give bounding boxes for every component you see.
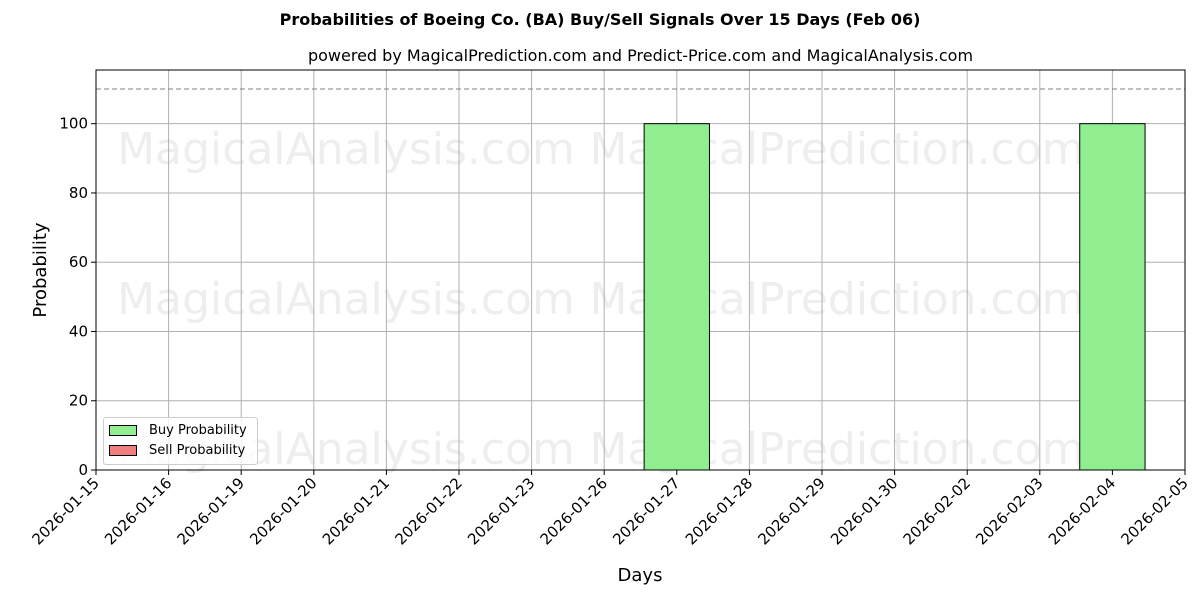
y-tick-label: 0 (78, 461, 88, 479)
x-tick-label: 2026-01-30 (827, 474, 901, 548)
y-tick-label: 80 (69, 184, 88, 202)
x-tick-label: 2026-02-03 (972, 474, 1046, 548)
watermark-text: MagicalAnalysis.com (117, 124, 575, 175)
x-tick-label: 2026-01-19 (174, 474, 248, 548)
y-tick-label: 60 (69, 253, 88, 271)
legend-label-buy: Buy Probability (149, 422, 247, 438)
x-axis-label: Days (618, 565, 663, 586)
legend-item-sell: Sell Probability (109, 441, 245, 459)
watermarks: MagicalAnalysis.com MagicalPrediction.com… (117, 124, 1084, 475)
legend-item-buy: Buy Probability (109, 421, 247, 439)
y-axis-ticks: 0 20 40 60 80 100 (59, 115, 96, 479)
y-tick-label: 40 (69, 322, 88, 340)
y-axis-label: Probability (30, 222, 51, 317)
x-tick-label: 2026-02-05 (1117, 474, 1191, 548)
x-tick-label: 2026-01-15 (28, 474, 102, 548)
watermark-text: MagicalAnalysis.com (117, 274, 575, 325)
x-tick-label: 2026-01-28 (682, 474, 756, 548)
x-tick-label: 2026-01-29 (754, 474, 828, 548)
y-tick-label: 100 (59, 115, 88, 133)
chart-subtitle: powered by MagicalPrediction.com and Pre… (307, 46, 974, 65)
bar-buy-probability (643, 123, 710, 471)
x-tick-label: 2026-01-22 (391, 474, 465, 548)
x-tick-label: 2026-01-26 (537, 474, 611, 548)
plot-frame (95, 69, 1186, 471)
x-tick-label: 2026-02-04 (1045, 474, 1119, 548)
x-tick-label: 2026-01-21 (319, 474, 393, 548)
buy-swatch-icon (109, 424, 137, 436)
x-tick-label: 2026-01-20 (246, 474, 320, 548)
x-axis-ticks: 2026-01-152026-01-162026-01-192026-01-20… (28, 470, 1192, 548)
legend: Buy Probability Sell Probability (103, 417, 258, 465)
y-tick-label: 20 (69, 392, 88, 410)
x-tick-label: 2026-01-27 (609, 474, 683, 548)
chart-title: Probabilities of Boeing Co. (BA) Buy/Sel… (279, 10, 921, 29)
x-tick-label: 2026-02-02 (900, 474, 974, 548)
x-tick-label: 2026-01-16 (101, 474, 175, 548)
bars (643, 123, 1146, 471)
bar-buy-probability (1079, 123, 1146, 471)
legend-label-sell: Sell Probability (149, 442, 246, 458)
sell-swatch-icon (109, 444, 137, 456)
x-tick-label: 2026-01-23 (464, 474, 538, 548)
